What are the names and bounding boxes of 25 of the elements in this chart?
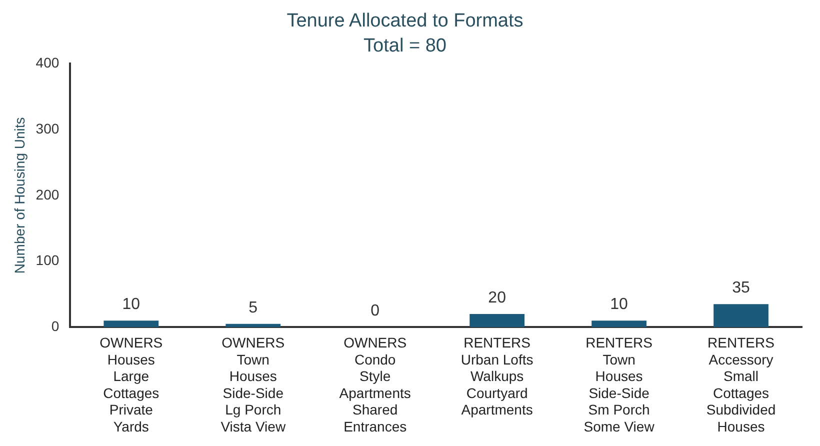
data-label: 35: [732, 280, 750, 297]
data-label: 10: [610, 296, 628, 314]
x-tick-label: OWNERS Condo Style Apartments Shared Entrances: [339, 334, 411, 434]
chart-subtitle: Total = 80: [364, 35, 446, 56]
bar: [714, 304, 768, 328]
data-label: 5: [248, 299, 258, 316]
data-label: 10: [122, 296, 140, 314]
bar: [592, 320, 646, 328]
bar: [470, 314, 525, 328]
x-tick-label: RENTERS Accessory Small Cottages Subdivided Houses: [706, 334, 776, 434]
x-tick-label: RENTERS Town Houses Side-Side Sm Porch Some View: [584, 334, 656, 434]
y-tick-label: 100: [36, 252, 60, 268]
y-tick-label: 200: [36, 186, 60, 202]
data-label: 0: [370, 302, 380, 320]
y-tick-label: 400: [36, 54, 60, 70]
chart-title: Tenure Allocated to Formats: [286, 10, 524, 32]
y-axis-title: Number of Housing Units: [11, 117, 28, 274]
y-tick-label: 0: [51, 318, 60, 334]
x-tick-label: RENTERS Urban Lofts Walkups Courtyard Apartments: [460, 334, 534, 418]
y-tick-label: 300: [36, 120, 60, 136]
bar: [226, 324, 281, 328]
bar: [104, 320, 159, 328]
x-tick-label: OWNERS Houses Large Cottages Private Yards: [100, 334, 163, 434]
x-tick-label: OWNERS Town Houses Side-Side Lg Porch Vista View: [220, 334, 286, 434]
data-label: 20: [488, 289, 506, 306]
